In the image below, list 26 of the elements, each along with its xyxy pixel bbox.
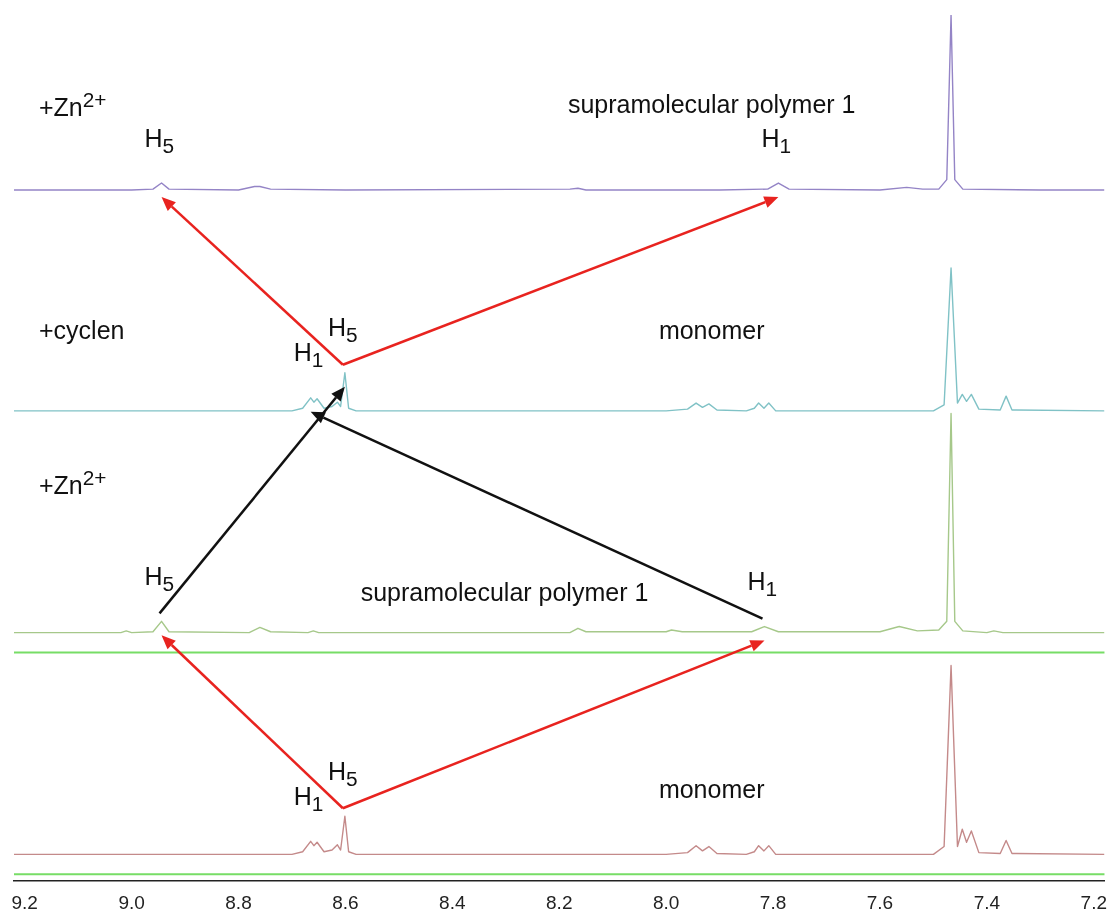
- x-tick-label: 7.4: [973, 891, 1001, 913]
- annotation: H$_{5}$: [144, 123, 175, 157]
- x-tick-label: 8.2: [546, 891, 573, 913]
- annotation: +Zn$^{2+}$: [39, 87, 107, 122]
- annotation: +Zn$^{2+}$: [39, 465, 107, 499]
- x-tick-label: 7.6: [866, 891, 894, 913]
- x-tick-label: 9.2: [11, 891, 38, 913]
- annotation: H$_{1}$: [761, 123, 792, 157]
- series-label: monomer: [658, 774, 765, 803]
- x-tick-label: 7.8: [759, 891, 787, 913]
- x-tick-label: 7.2: [1080, 891, 1107, 913]
- annotation: H$_{1}$: [293, 338, 324, 372]
- annotation: H$_{1}$: [747, 567, 778, 601]
- x-tick-label: 8.6: [332, 891, 359, 913]
- annotation: H$_{5}$: [327, 313, 358, 347]
- annotation: H$_{5}$: [327, 756, 358, 790]
- series-label: supramolecular polymer 1: [360, 578, 649, 607]
- x-tick-label: 9.0: [118, 891, 145, 913]
- annotation: H$_{5}$: [144, 561, 175, 595]
- x-tick-label: 8.4: [439, 891, 466, 913]
- text: monomer: [658, 316, 765, 345]
- x-tick-label: 8.8: [225, 891, 252, 913]
- x-tick-label: 8.0: [652, 891, 680, 913]
- annotation: H$_{1}$: [293, 781, 324, 815]
- annotation: +cyclen: [39, 316, 125, 345]
- text: supramolecular polymer 1: [567, 90, 856, 119]
